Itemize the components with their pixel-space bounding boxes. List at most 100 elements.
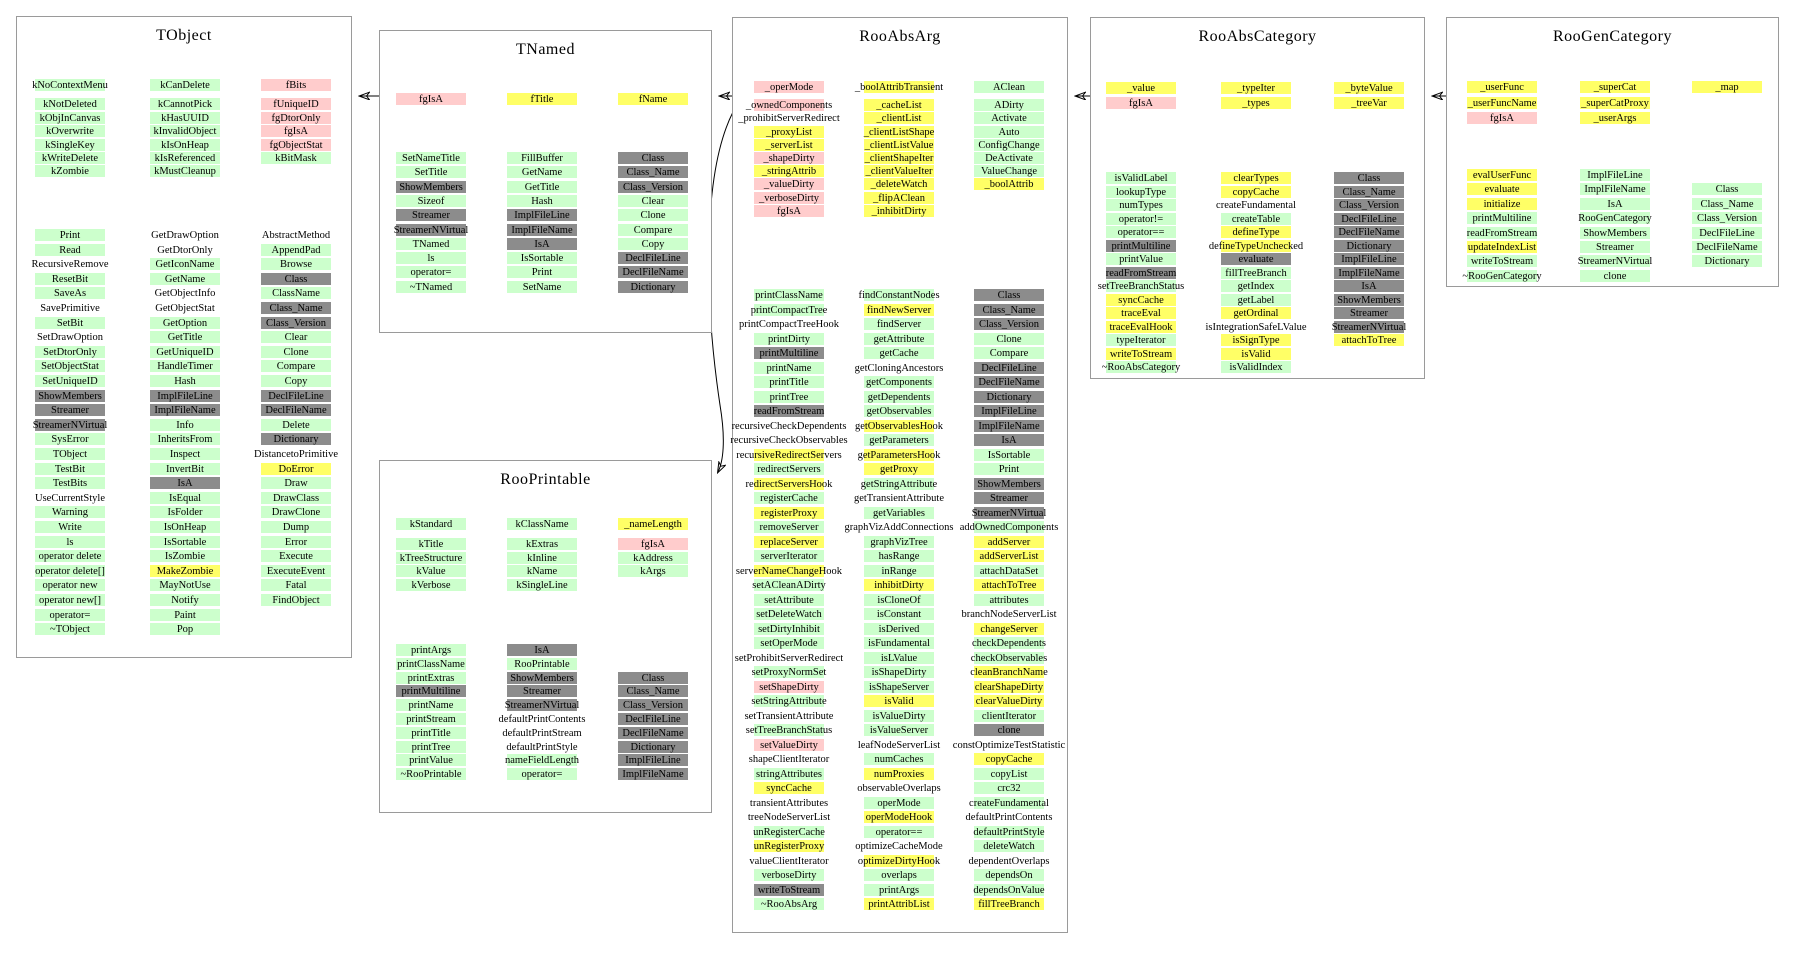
member-cell[interactable]: defineTypeUnchecked bbox=[1136, 239, 1376, 254]
member-cell[interactable]: DeclFileLine bbox=[1249, 212, 1489, 227]
member-cell[interactable]: setValueDirty bbox=[669, 738, 909, 754]
member-cell[interactable]: SetUniqueID bbox=[0, 375, 190, 390]
member-cell[interactable]: crc32 bbox=[889, 782, 1129, 797]
member-cell[interactable]: fgIsA bbox=[176, 125, 416, 138]
member-cell[interactable]: kIsOnHeap bbox=[65, 138, 305, 152]
member-cell[interactable]: optimizeDirtyHook bbox=[779, 854, 1019, 870]
member-cell[interactable]: Inspect bbox=[65, 448, 305, 463]
member-cell[interactable]: Class_Version bbox=[1249, 199, 1489, 213]
member-cell[interactable]: IsA bbox=[889, 434, 1129, 449]
member-cell[interactable]: defineType bbox=[1136, 226, 1376, 240]
member-cell[interactable]: Browse bbox=[176, 258, 416, 273]
member-cell[interactable]: fUniqueID bbox=[176, 98, 416, 111]
member-cell[interactable]: copyCache bbox=[889, 753, 1129, 768]
member-cell[interactable]: getComponents bbox=[779, 376, 1019, 391]
member-cell[interactable]: _map bbox=[1607, 81, 1795, 97]
class-title-rooabsarg[interactable]: RooAbsArg bbox=[859, 28, 941, 45]
member-cell[interactable]: DeclFileName bbox=[1249, 226, 1489, 240]
member-cell[interactable]: Streamer bbox=[1249, 307, 1489, 321]
member-cell[interactable]: changeServer bbox=[889, 622, 1129, 638]
member-cell[interactable]: Clone bbox=[533, 209, 773, 223]
member-cell[interactable]: numTypes bbox=[1021, 199, 1261, 213]
member-cell[interactable]: Paint bbox=[65, 608, 305, 624]
member-cell[interactable]: cleanBranchName bbox=[889, 666, 1129, 681]
member-cell[interactable]: setShapeDirty bbox=[669, 680, 909, 696]
member-cell[interactable]: Class bbox=[889, 289, 1129, 304]
member-cell[interactable]: kSingleLine bbox=[422, 579, 662, 593]
member-cell[interactable]: isLValue bbox=[779, 651, 1019, 667]
member-cell[interactable]: kWriteDelete bbox=[0, 152, 190, 165]
member-cell[interactable]: recursiveCheckObservables bbox=[669, 434, 909, 449]
class-title-tobject[interactable]: TObject bbox=[156, 27, 212, 44]
member-cell[interactable]: recursiveRedirectServers bbox=[669, 448, 909, 464]
member-cell[interactable]: Execute bbox=[176, 550, 416, 565]
member-cell[interactable]: StreamerNVirtual bbox=[1249, 320, 1489, 335]
member-cell[interactable]: IsOnHeap bbox=[65, 521, 305, 536]
member-cell[interactable]: fTitle bbox=[422, 93, 662, 107]
member-cell[interactable]: SetObjectStat bbox=[0, 360, 190, 375]
member-cell[interactable]: printMultiline bbox=[669, 347, 909, 362]
member-cell[interactable]: printTitle bbox=[311, 726, 551, 741]
member-cell[interactable]: kZombie bbox=[0, 165, 190, 178]
member-cell[interactable]: evalUserFunc bbox=[1382, 169, 1622, 183]
member-cell[interactable]: printCompactTree bbox=[669, 303, 909, 319]
member-cell[interactable]: kMustCleanup bbox=[65, 165, 305, 178]
member-cell[interactable]: _byteValue bbox=[1249, 82, 1489, 97]
member-cell[interactable]: kStandard bbox=[311, 518, 551, 532]
member-cell[interactable]: ImplFileLine bbox=[533, 754, 773, 768]
member-cell[interactable]: createFundamental bbox=[889, 796, 1129, 812]
member-cell[interactable]: fillTreeBranch bbox=[889, 898, 1129, 913]
member-cell[interactable]: addServerList bbox=[889, 550, 1129, 565]
member-cell[interactable]: kCanDelete bbox=[65, 79, 305, 92]
member-cell[interactable]: _superCat bbox=[1495, 81, 1735, 97]
member-cell[interactable]: getParametersHook bbox=[779, 448, 1019, 464]
member-cell[interactable]: kBitMask bbox=[176, 152, 416, 165]
member-cell[interactable]: DeclFileName bbox=[176, 404, 416, 419]
member-cell[interactable]: fgIsA bbox=[311, 93, 551, 107]
member-cell[interactable]: deleteWatch bbox=[889, 840, 1129, 855]
member-cell[interactable]: _deleteWatch bbox=[779, 178, 1019, 191]
member-cell[interactable]: shapeClientIterator bbox=[669, 753, 909, 768]
member-cell[interactable]: ImplFileName bbox=[1249, 266, 1489, 281]
member-cell[interactable]: Error bbox=[176, 535, 416, 551]
member-cell[interactable]: _clientListValue bbox=[779, 138, 1019, 152]
member-cell[interactable]: Dictionary bbox=[533, 280, 773, 295]
member-cell[interactable]: _shapeDirty bbox=[669, 152, 909, 165]
member-cell[interactable]: _inhibitDirty bbox=[779, 204, 1019, 218]
member-cell[interactable]: Copy bbox=[176, 375, 416, 390]
member-cell[interactable]: Dictionary bbox=[1249, 239, 1489, 254]
member-cell[interactable]: typeIterator bbox=[1021, 334, 1261, 348]
member-cell[interactable]: copyList bbox=[889, 767, 1129, 783]
member-cell[interactable]: getAttribute bbox=[779, 332, 1019, 348]
member-cell[interactable]: isDerived bbox=[779, 622, 1019, 638]
member-cell[interactable]: operator= bbox=[422, 768, 662, 782]
member-cell[interactable]: _cacheList bbox=[779, 99, 1019, 112]
member-cell[interactable]: GetDtorOnly bbox=[65, 244, 305, 259]
member-cell[interactable]: RooPrintable bbox=[422, 657, 662, 672]
member-cell[interactable]: GetDrawOption bbox=[65, 229, 305, 244]
member-cell[interactable]: IsSortable bbox=[889, 448, 1129, 464]
member-cell[interactable]: numProxies bbox=[779, 767, 1019, 783]
member-cell[interactable]: dependentOverlaps bbox=[889, 855, 1129, 870]
member-cell[interactable]: setTreeBranchStatus bbox=[669, 724, 909, 739]
member-cell[interactable]: operModeHook bbox=[779, 811, 1019, 826]
member-cell[interactable]: ImplFileName bbox=[422, 223, 662, 238]
member-cell[interactable]: syncCache bbox=[669, 782, 909, 797]
member-cell[interactable]: Print bbox=[889, 463, 1129, 478]
member-cell[interactable]: _superCatProxy bbox=[1495, 96, 1735, 113]
member-cell[interactable]: Dump bbox=[176, 521, 416, 536]
member-cell[interactable]: Print bbox=[422, 266, 662, 280]
member-cell[interactable]: _value bbox=[1021, 82, 1261, 97]
member-cell[interactable]: operator= bbox=[0, 608, 190, 624]
member-cell[interactable]: ShowMembers bbox=[311, 180, 551, 195]
member-cell[interactable]: IsA bbox=[65, 477, 305, 492]
member-cell[interactable]: isValidLabel bbox=[1021, 172, 1261, 186]
member-cell[interactable]: operator== bbox=[779, 825, 1019, 841]
member-cell[interactable]: serverIterator bbox=[669, 550, 909, 565]
member-cell[interactable]: isValid bbox=[779, 695, 1019, 710]
member-cell[interactable]: evaluate bbox=[1382, 183, 1622, 197]
member-cell[interactable]: Class_Name bbox=[1607, 197, 1795, 212]
member-cell[interactable]: ImplFileName bbox=[533, 768, 773, 782]
member-cell[interactable]: evaluate bbox=[1136, 253, 1376, 267]
member-cell[interactable]: kName bbox=[422, 565, 662, 579]
